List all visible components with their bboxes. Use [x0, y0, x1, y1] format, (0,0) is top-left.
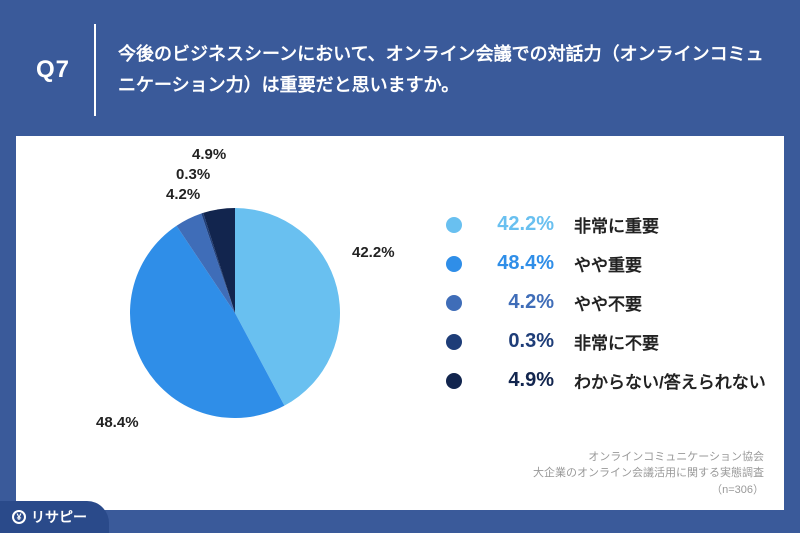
- pie-value-label: 4.2%: [166, 186, 200, 203]
- legend-label: やや重要: [574, 251, 642, 276]
- header: Q7 今後のビジネスシーンにおいて、オンライン会議での対話力（オンラインコミュニ…: [0, 0, 800, 136]
- legend-swatch: [446, 256, 462, 272]
- legend-row: 48.4% やや重要: [446, 251, 766, 276]
- legend-swatch: [446, 334, 462, 350]
- brand-icon: ¥: [12, 510, 26, 524]
- legend-label: やや不要: [574, 290, 642, 315]
- legend-row: 4.9% わからない/答えられない: [446, 368, 766, 393]
- legend-row: 0.3% 非常に不要: [446, 329, 766, 354]
- brand-text: リサピー: [31, 507, 87, 527]
- footer-line-3: （n=306）: [533, 482, 764, 499]
- chart-panel: 42.2% 48.4% 4.2% 0.3% 4.9% 42.2% 非常に重要 48.4% やや…: [16, 136, 784, 510]
- legend-percent: 4.9%: [476, 369, 554, 392]
- legend-percent: 48.4%: [476, 252, 554, 275]
- legend-swatch: [446, 373, 462, 389]
- footer-line-2: 大企業のオンライン会議活用に関する実態調査: [533, 465, 764, 482]
- legend-swatch: [446, 295, 462, 311]
- footer-note: オンラインコミュニケーション協会 大企業のオンライン会議活用に関する実態調査 （…: [533, 449, 764, 499]
- pie-value-label: 48.4%: [96, 414, 139, 431]
- legend: 42.2% 非常に重要 48.4% やや重要 4.2% やや不要 0.3% 非常に不要 4.9%…: [446, 212, 766, 407]
- legend-percent: 0.3%: [476, 330, 554, 353]
- pie-value-label: 4.9%: [192, 146, 226, 163]
- legend-percent: 42.2%: [476, 213, 554, 236]
- legend-percent: 4.2%: [476, 291, 554, 314]
- legend-label: 非常に不要: [574, 329, 659, 354]
- legend-row: 42.2% 非常に重要: [446, 212, 766, 237]
- legend-label: 非常に重要: [574, 212, 659, 237]
- brand-badge: ¥ リサピー: [0, 501, 109, 533]
- footer-line-1: オンラインコミュニケーション協会: [533, 449, 764, 466]
- question-text: 今後のビジネスシーンにおいて、オンライン会議での対話力（オンラインコミュニケーシ…: [118, 39, 764, 100]
- header-divider: [94, 24, 96, 116]
- legend-row: 4.2% やや不要: [446, 290, 766, 315]
- legend-label: わからない/答えられない: [574, 368, 766, 393]
- pie-value-label: 42.2%: [352, 244, 395, 261]
- pie-chart: [130, 208, 340, 418]
- legend-swatch: [446, 217, 462, 233]
- question-number: Q7: [36, 56, 94, 84]
- pie-value-label: 0.3%: [176, 166, 210, 183]
